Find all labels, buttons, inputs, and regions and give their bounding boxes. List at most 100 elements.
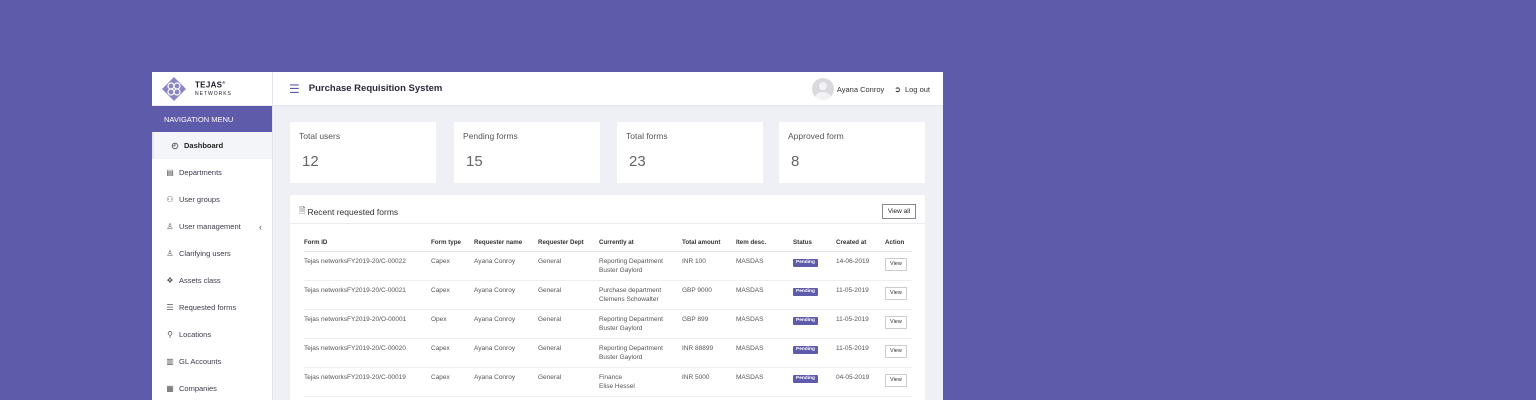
currently-at: Reporting Department Buster Gaylord: [599, 338, 682, 368]
shapes-icon: ❖: [166, 276, 174, 285]
action-cell: View: [885, 309, 912, 339]
action-cell: View: [885, 251, 912, 281]
requester-dept: General: [538, 309, 599, 339]
stat-label: Total forms: [626, 131, 668, 141]
brand-logo[interactable]: TEJAS® NETWORKS: [152, 72, 272, 106]
status-cell: Pending: [793, 251, 836, 281]
brand-text: TEJAS® NETWORKS: [195, 79, 232, 98]
sidebar-item-departments[interactable]: ▤ Departments: [152, 159, 272, 186]
status-badge: Pending: [793, 374, 818, 383]
currently-at-dept: Reporting Department: [599, 344, 663, 352]
created-at: 11-05-2019: [836, 309, 885, 339]
view-all-button[interactable]: View all: [882, 204, 916, 219]
column-header[interactable]: Status: [793, 235, 836, 252]
form-id: Tejas networksFY2019-20/C-00019: [304, 367, 431, 397]
sidebar-item-label: Clarifying users: [179, 249, 231, 258]
column-header[interactable]: Requester name: [474, 235, 538, 252]
document-icon: ☰: [166, 303, 174, 312]
sidebar-item-user-groups[interactable]: ⚇ User groups: [152, 186, 272, 213]
brand-sub: NETWORKS: [195, 90, 232, 97]
document-icon: 🗎: [299, 206, 306, 215]
sidebar-item-user-management[interactable]: ♙ User management ‹: [152, 213, 272, 240]
app-window: TEJAS® NETWORKS NAVIGATION MENU ◴ Dashbo…: [152, 72, 943, 400]
column-header[interactable]: Form ID: [304, 235, 431, 252]
sidebar-item-clarifying-users[interactable]: ♙ Clarifying users: [152, 240, 272, 267]
card-title: 🗎 Recent requested forms: [299, 205, 398, 219]
column-header[interactable]: Currently at: [599, 235, 682, 252]
item-desc: MASDAS: [736, 309, 793, 339]
view-button[interactable]: View: [885, 373, 907, 387]
created-at: 11-05-2019: [836, 280, 885, 310]
created-at: 04-05-2019: [836, 367, 885, 397]
currently-at-dept: Reporting Department: [599, 257, 663, 265]
sidebar-item-gl-accounts[interactable]: ▥ GL Accounts: [152, 348, 272, 375]
requester-name: Ayana Conroy: [474, 251, 538, 281]
form-type: Opex: [431, 309, 474, 339]
action-cell: View: [885, 280, 912, 310]
sidebar-item-companies[interactable]: ▦ Companies: [152, 375, 272, 400]
table-row: Tejas networksFY2019-20/O-00001 Opex Aya…: [304, 309, 912, 339]
status-cell: Pending: [793, 280, 836, 310]
chevron-left-icon: ‹: [259, 221, 262, 232]
total-amount: GBP 899: [682, 309, 736, 339]
form-type: Capex: [431, 280, 474, 310]
brand-name: TEJAS: [195, 80, 223, 90]
avatar[interactable]: [811, 78, 834, 100]
building-icon: ▦: [166, 384, 174, 393]
user-icon: ♙: [166, 249, 174, 258]
total-amount: GBP 9000: [682, 280, 736, 310]
column-header[interactable]: Requester Dept: [538, 235, 599, 252]
column-header[interactable]: Item desc.: [736, 235, 793, 252]
currently-at-person: Elise Hessel: [599, 383, 635, 390]
logout-link[interactable]: Log out: [904, 84, 930, 94]
status-badge: Pending: [793, 258, 818, 267]
status-badge: Pending: [793, 287, 818, 296]
view-button[interactable]: View: [885, 257, 907, 271]
stat-card-approved-form: Approved form 8: [779, 122, 925, 183]
hamburger-menu-icon[interactable]: ☰: [289, 81, 300, 96]
currently-at-dept: Reporting Department: [599, 315, 663, 323]
currently-at: Purchase department Clemens Schowalter: [599, 280, 682, 310]
table-row: Tejas networksFY2019-20/C-00021 Capex Ay…: [304, 280, 912, 310]
recent-forms-card: 🗎 Recent requested forms View all Form I…: [290, 195, 925, 400]
user-name[interactable]: Ayana Conroy: [836, 84, 885, 94]
currently-at: Reporting Department Buster Gaylord: [599, 251, 682, 281]
sidebar-item-requested-forms[interactable]: ☰ Requested forms: [152, 294, 272, 321]
sidebar-item-assets-class[interactable]: ❖ Assets class: [152, 267, 272, 294]
view-button[interactable]: View: [885, 344, 907, 358]
recent-forms-table: Form ID Form type Requester name Request…: [304, 235, 912, 397]
divider: [290, 223, 925, 224]
requester-dept: General: [538, 338, 599, 368]
user-area: Ayana Conroy ➲ Log out: [811, 72, 930, 106]
sidebar-item-label: User groups: [179, 195, 220, 204]
status-cell: Pending: [793, 309, 836, 339]
currently-at: Reporting Department Buster Gaylord: [599, 309, 682, 339]
currently-at-dept: Purchase department: [599, 286, 662, 294]
sidebar-item-locations[interactable]: ⚲ Locations: [152, 321, 272, 348]
requester-name: Ayana Conroy: [474, 280, 538, 310]
column-header[interactable]: Created at: [836, 235, 885, 252]
form-id: Tejas networksFY2019-20/C-00020: [304, 338, 431, 368]
column-header[interactable]: Form type: [431, 235, 474, 252]
page-title: Purchase Requisition System: [308, 83, 443, 94]
currently-at-dept: Finance: [599, 373, 623, 381]
stat-value: 15: [466, 153, 483, 170]
sidebar-item-dashboard[interactable]: ◴ Dashboard: [152, 132, 272, 159]
status-cell: Pending: [793, 338, 836, 368]
stat-label: Pending forms: [463, 131, 518, 141]
sidebar-item-label: Departments: [179, 168, 222, 177]
logout-icon[interactable]: ➲: [894, 84, 901, 94]
requester-dept: General: [538, 367, 599, 397]
column-header[interactable]: Total amount: [682, 235, 736, 252]
currently-at-person: Buster Gaylord: [599, 325, 643, 332]
view-button[interactable]: View: [885, 315, 907, 329]
top-bar: ☰ Purchase Requisition System Ayana Conr…: [273, 72, 943, 106]
sidebar-item-label: User management: [179, 222, 241, 231]
form-type: Capex: [431, 338, 474, 368]
view-button[interactable]: View: [885, 286, 907, 300]
total-amount: INR 100: [682, 251, 736, 281]
status-badge: Pending: [793, 316, 818, 325]
requester-dept: General: [538, 251, 599, 281]
column-header: Action: [885, 235, 912, 252]
requester-name: Ayana Conroy: [474, 338, 538, 368]
